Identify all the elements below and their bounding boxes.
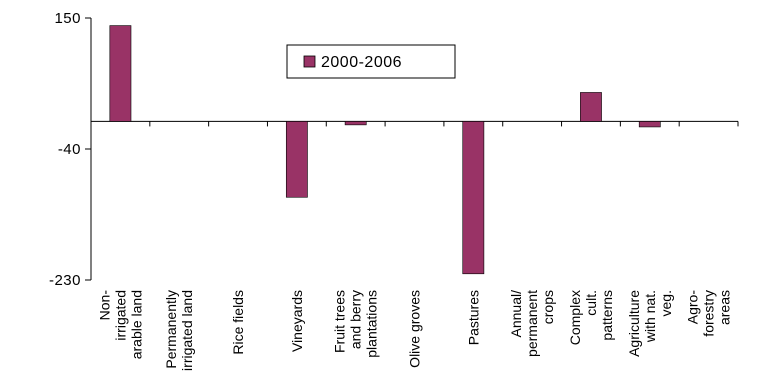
x-category-label: Annual/permanent crops [508,290,556,357]
x-category-label-line: areas [717,290,733,325]
bar [638,121,661,128]
bar [580,92,602,122]
x-category-label-line: with nat. [642,290,658,343]
x-category-label: Fruit trees and berry plantations [332,290,380,358]
legend-label: 2000-2006 [321,54,402,71]
x-category-label-line: Pastures [465,290,481,345]
bar [344,121,367,126]
x-category-label-line: veg. [658,290,674,316]
x-category-label: Complex cult. patterns [567,290,615,345]
x-category-label-line: plantations [364,290,380,358]
x-category-label-line: and berry [348,290,364,349]
bar [285,121,308,198]
x-category-label-line: Agro- [685,290,701,325]
x-category-label: Permanently irrigated land [163,290,195,371]
x-category-label: Olive groves [407,290,423,368]
y-axis-ticks: 150 -40 -230 [49,10,91,289]
bar [109,25,132,122]
x-category-label-line: Complex [567,290,583,345]
x-category-label-line: patterns [599,290,615,341]
x-category-label-line: irrigated [112,290,128,341]
chart-bars [109,25,661,275]
x-category-label-line: cult. [583,290,599,316]
x-category-label-line: Olive groves [407,290,423,368]
x-category-label-line: Annual/ [508,290,524,338]
x-category-label-line: Vineyards [289,290,305,352]
x-category-label-line: permanent [524,290,540,357]
x-category-label: Vineyards [289,290,305,352]
x-axis-category-labels: Non-irrigated arable land Permanently irrig… [96,290,732,371]
y-tick-label: -40 [58,141,81,158]
x-category-label-line: arable land [128,290,144,359]
x-category-label: Rice fields [230,290,246,355]
x-category-label: Agro-forestry areas [685,290,733,337]
x-category-label-line: Permanently [163,290,179,369]
bar [462,121,485,275]
x-category-label-line: Agriculture [626,290,642,357]
x-category-label: Non-irrigated arable land [96,290,144,360]
x-category-label-line: forestry [701,290,717,337]
x-category-label-line: irrigated land [179,290,195,371]
legend-swatch [303,55,316,68]
x-category-label-line: Non- [96,290,112,321]
x-category-label: Agriculture with nat. veg. [626,290,674,357]
x-category-label-line: Fruit trees [332,290,348,353]
x-category-label-line: Rice fields [230,290,246,355]
x-category-label-line: crops [540,290,556,324]
legend: 2000-2006 [286,44,456,79]
x-category-label: Pastures [465,290,481,345]
y-tick-label: -230 [49,272,81,289]
y-tick-label: 150 [54,10,81,27]
